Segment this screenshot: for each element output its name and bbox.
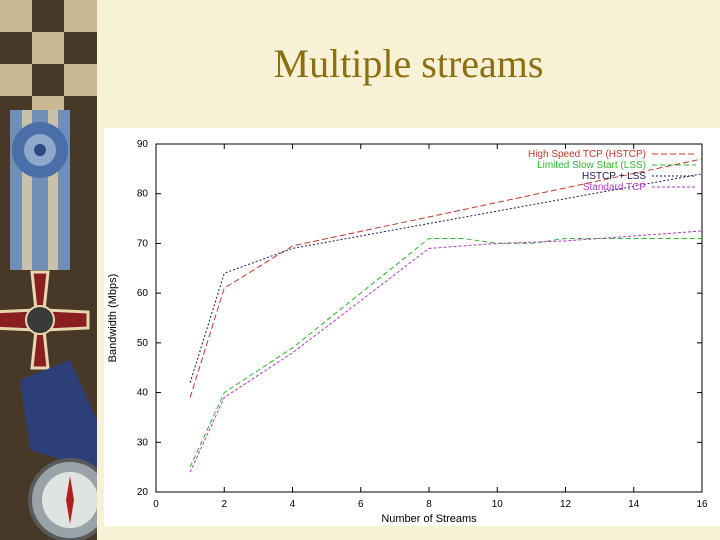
- x-tick-label: 4: [290, 499, 296, 510]
- legend-entry-label: Standard TCP: [583, 182, 647, 193]
- bottom-margin: [97, 526, 720, 540]
- legend-entry-label: HSTCP + LSS: [582, 171, 646, 182]
- plot-frame: [155, 143, 703, 493]
- y-axis-ticks: 20 30 40 50 60 70 80 90: [137, 139, 702, 498]
- chart-legend: High Speed TCP (HSTCP)Limited Slow Start…: [528, 149, 696, 193]
- x-tick-label: 2: [221, 499, 227, 510]
- slide-title: Multiple streams: [273, 41, 544, 86]
- series-line-3: [189, 173, 703, 383]
- series-line-4: [189, 230, 703, 473]
- y-tick-label: 70: [137, 238, 149, 249]
- y-tick-label: 30: [137, 437, 149, 448]
- y-tick-label: 20: [137, 487, 149, 498]
- series-lines: [189, 158, 703, 473]
- x-tick-label: 10: [492, 499, 504, 510]
- legend-entry-label: Limited Slow Start (LSS): [537, 160, 646, 171]
- x-axis-label: Number of Streams: [381, 513, 477, 525]
- x-tick-label: 0: [153, 499, 159, 510]
- plot-border: [155, 143, 703, 493]
- y-axis-label: Bandwidth (Mbps): [107, 274, 119, 363]
- y-tick-label: 40: [137, 388, 149, 399]
- x-axis-ticks: 0 2 4 6 8 10 12 14 16: [153, 144, 708, 510]
- y-tick-label: 80: [137, 189, 149, 200]
- x-tick-label: 16: [696, 499, 708, 510]
- y-tick-label: 60: [137, 288, 149, 299]
- legend-entry-label: High Speed TCP (HSTCP): [528, 149, 646, 160]
- line-chart: 20 30 40 50 60 70 80 90 0 2 4 6 8 10 12 14 16 High Spee…: [104, 128, 720, 526]
- y-tick-label: 90: [137, 139, 149, 150]
- x-tick-label: 6: [358, 499, 364, 510]
- x-tick-label: 12: [560, 499, 572, 510]
- series-line-1: [189, 158, 703, 398]
- chart-svg: 20 30 40 50 60 70 80 90 0 2 4 6 8 10 12 14 16 High Spee…: [107, 139, 708, 525]
- series-line-2: [189, 237, 702, 468]
- x-tick-label: 8: [426, 499, 432, 510]
- y-tick-label: 50: [137, 338, 149, 349]
- x-tick-label: 14: [628, 499, 640, 510]
- decorative-medal-image: [0, 0, 97, 540]
